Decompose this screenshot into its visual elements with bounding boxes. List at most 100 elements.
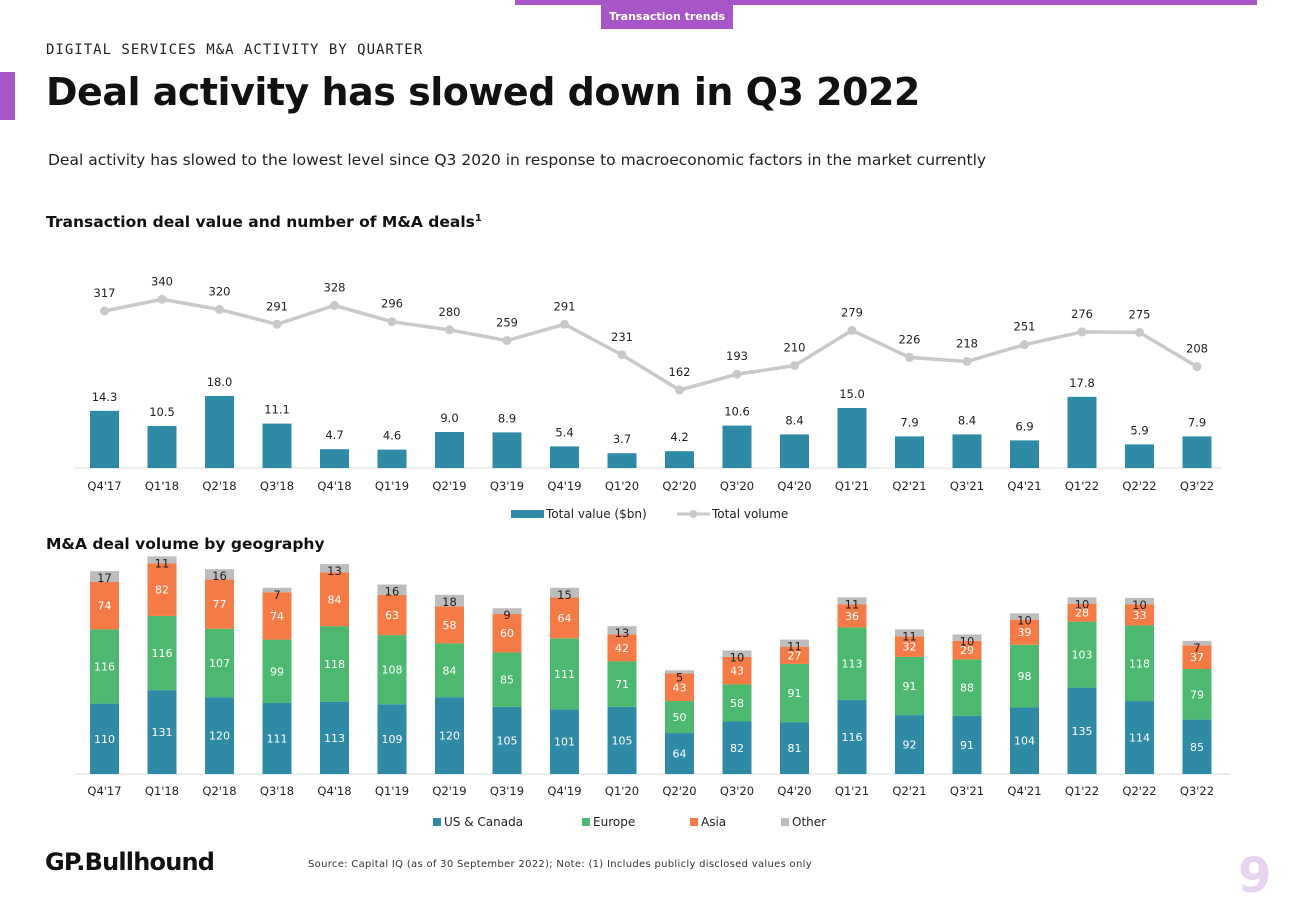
segment-europe — [1182, 669, 1212, 720]
value-bar — [1125, 444, 1154, 468]
x-tick-label: Q2'22 — [1122, 784, 1156, 798]
legend-label-value: Total value ($bn) — [545, 507, 647, 521]
segment-label: 60 — [500, 627, 514, 640]
segment-label: 91 — [960, 739, 974, 752]
segment-us-canada — [262, 702, 292, 774]
volume-label: 275 — [1129, 307, 1151, 321]
segment-label: 85 — [1190, 741, 1204, 754]
volume-label: 279 — [841, 305, 863, 319]
segment-label: 91 — [903, 680, 917, 693]
segment-other — [435, 594, 464, 607]
volume-point — [790, 361, 799, 371]
segment-label: 82 — [730, 742, 744, 755]
segment-europe — [435, 643, 464, 698]
segment-label: 82 — [155, 584, 169, 597]
segment-label: 79 — [1190, 688, 1204, 701]
x-tick-label: Q4'19 — [547, 479, 581, 493]
segment-label: 9 — [503, 608, 510, 622]
value-label: 5.9 — [1130, 423, 1148, 437]
segment-other — [492, 608, 522, 614]
segment-other — [320, 564, 349, 573]
volume-point — [675, 385, 684, 395]
x-tick-label: Q3'19 — [490, 479, 524, 493]
volume-label: 280 — [439, 305, 461, 319]
x-tick-label: Q3'21 — [950, 479, 984, 493]
segment-label: 108 — [382, 664, 403, 677]
segment-label: 43 — [673, 681, 687, 694]
segment-europe — [377, 635, 407, 705]
value-label: 7.9 — [1188, 415, 1206, 429]
value-bar — [492, 432, 522, 468]
segment-label: 109 — [382, 733, 403, 746]
kicker: DIGITAL SERVICES M&A ACTIVITY BY QUARTER — [46, 42, 424, 58]
x-tick-label: Q1'22 — [1065, 479, 1099, 493]
segment-label: 116 — [152, 647, 173, 660]
legend-label: US & Canada — [444, 815, 523, 829]
segment-label: 77 — [213, 598, 227, 611]
segment-us-canada — [320, 701, 349, 774]
segment-label: 92 — [903, 739, 917, 752]
segment-other — [205, 569, 234, 580]
segment-label: 120 — [439, 730, 460, 743]
value-bar — [837, 408, 867, 468]
segment-us-canada — [550, 709, 579, 774]
segment-label: 13 — [327, 564, 342, 578]
x-tick-label: Q1'22 — [1065, 784, 1099, 798]
legend-swatch — [433, 818, 441, 826]
segment-label: 111 — [267, 732, 288, 745]
company-logo: GP.Bullhound — [45, 848, 215, 876]
x-tick-label: Q2'21 — [892, 784, 926, 798]
segment-other — [1067, 597, 1097, 604]
segment-other — [607, 626, 637, 635]
segment-us-canada — [1067, 687, 1097, 774]
x-tick-label: Q4'17 — [87, 479, 121, 493]
volume-point — [100, 306, 109, 316]
value-label: 14.3 — [92, 390, 118, 404]
volume-point — [215, 304, 224, 314]
segment-europe — [952, 659, 982, 716]
value-bar — [435, 432, 464, 468]
x-tick-label: Q1'20 — [605, 479, 639, 493]
subtitle: Deal activity has slowed to the lowest l… — [48, 151, 987, 169]
segment-asia — [90, 582, 119, 630]
x-tick-label: Q4'18 — [317, 784, 351, 798]
value-bar — [320, 449, 349, 468]
segment-europe — [895, 656, 924, 716]
volume-point — [847, 325, 857, 335]
segment-label: 116 — [94, 660, 115, 673]
segment-other — [1182, 640, 1212, 646]
segment-label: 88 — [960, 682, 974, 695]
segment-label: 84 — [328, 593, 342, 606]
volume-point — [905, 352, 914, 362]
segment-label: 131 — [152, 726, 173, 739]
segment-label: 111 — [554, 668, 575, 681]
segment-asia — [147, 563, 177, 616]
segment-label: 104 — [1014, 735, 1035, 748]
segment-label: 98 — [1018, 670, 1032, 683]
segment-label: 105 — [497, 734, 518, 747]
segment-europe — [492, 652, 522, 707]
volume-point — [445, 325, 454, 335]
segment-us-canada — [837, 699, 867, 774]
segment-other — [665, 670, 694, 674]
segment-label: 50 — [673, 711, 687, 724]
section-tab[interactable]: Transaction trends — [601, 4, 733, 29]
segment-us-canada — [90, 703, 119, 774]
segment-label: 17 — [97, 571, 112, 585]
segment-asia — [435, 606, 464, 644]
value-bar — [1182, 436, 1212, 468]
segment-asia — [492, 614, 522, 653]
value-bar — [90, 410, 119, 468]
segment-label: 107 — [209, 657, 230, 670]
x-tick-label: Q3'20 — [720, 479, 754, 493]
segment-asia — [895, 636, 924, 657]
segment-europe — [90, 629, 119, 704]
x-tick-label: Q3'18 — [260, 784, 294, 798]
volume-point — [732, 369, 742, 379]
x-tick-label: Q4'21 — [1007, 784, 1041, 798]
segment-other — [722, 650, 752, 657]
top-accent-bar — [515, 0, 1257, 5]
x-tick-label: Q4'20 — [777, 479, 811, 493]
volume-label: 210 — [784, 341, 806, 355]
segment-asia — [1010, 619, 1039, 645]
